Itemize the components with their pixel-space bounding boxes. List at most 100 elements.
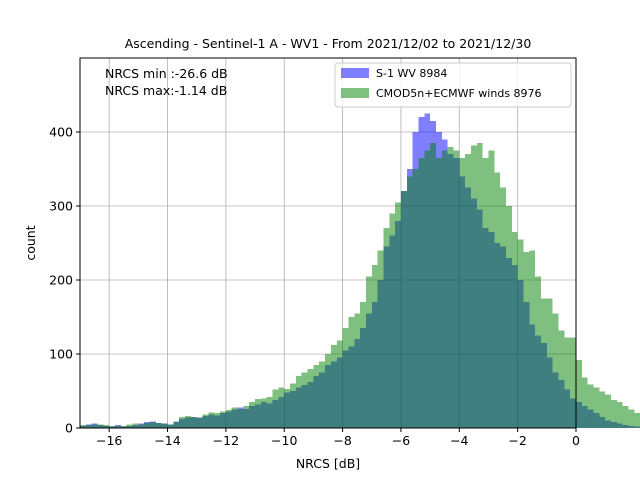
axis-ticks: −16 −14 −12 −10 −8 −6 −4 −2 0 0 100 200 300 400	[49, 125, 580, 449]
histogram-bar	[150, 422, 156, 428]
histogram-bar	[546, 298, 553, 428]
histogram-bar	[587, 384, 594, 428]
histogram-bar	[196, 417, 203, 428]
histogram-bar	[249, 402, 256, 428]
histogram-bar	[260, 398, 267, 428]
histogram-bar	[85, 425, 92, 428]
histogram-bar	[354, 313, 361, 428]
histogram-bar	[529, 250, 536, 428]
histogram-bar	[161, 423, 168, 428]
legend-swatch-s1	[341, 68, 369, 78]
x-tick-label: −2	[508, 433, 526, 448]
histogram-bar	[325, 354, 331, 428]
histogram-bar	[628, 409, 635, 428]
chart-title: Ascending - Sentinel-1 A - WV1 - From 20…	[125, 36, 532, 51]
histogram-bar	[459, 157, 466, 428]
histogram-bar	[155, 422, 162, 428]
histogram-bar	[342, 328, 349, 428]
histogram-bar	[190, 416, 197, 428]
histogram-bar	[395, 202, 401, 428]
plot-frame	[79, 57, 577, 429]
histogram-bar	[622, 405, 629, 428]
histogram-bar	[330, 345, 337, 428]
histogram-bar	[476, 143, 483, 428]
histogram-bar	[494, 172, 501, 428]
histogram-bar	[570, 337, 576, 428]
histogram-bar	[383, 228, 390, 428]
series-1-bars	[80, 143, 640, 429]
histogram-bar	[424, 150, 431, 428]
x-tick-label: −4	[450, 433, 468, 448]
histogram-bar	[144, 422, 151, 428]
histogram-bar	[377, 250, 384, 428]
x-tick-label: −10	[271, 433, 297, 448]
histogram-bar	[406, 176, 413, 428]
y-tick-label: 200	[49, 273, 73, 288]
y-tick-label: 100	[49, 347, 73, 362]
histogram-bar	[535, 276, 541, 428]
histogram-bar	[435, 157, 442, 428]
histogram-bar	[465, 154, 471, 428]
histogram-bar	[348, 317, 355, 428]
y-tick-label: 400	[49, 125, 73, 140]
x-tick-label: −14	[154, 433, 180, 448]
x-axis-label: NRCS [dB]	[296, 456, 360, 471]
y-tick-label: 0	[65, 421, 73, 436]
histogram-bar	[132, 423, 139, 428]
histogram-bar	[511, 231, 518, 428]
x-tick-label: 0	[572, 433, 580, 448]
histogram-bar	[552, 313, 559, 428]
histogram-bar	[430, 143, 436, 428]
histogram-bar	[400, 191, 407, 428]
y-axis-label: count	[23, 225, 38, 260]
legend-swatch-cmod	[341, 88, 369, 98]
histogram-bar	[470, 145, 477, 428]
histogram-bar	[611, 399, 617, 428]
histogram-bar	[365, 276, 372, 428]
histogram-bar	[558, 330, 565, 428]
histogram-bar	[500, 187, 506, 428]
histogram-bar	[278, 387, 285, 428]
nrcs-max-annotation: NRCS max:-1.14 dB	[105, 83, 227, 98]
histogram-bar	[103, 425, 110, 428]
histogram-bar	[91, 424, 98, 428]
histogram-bar	[80, 425, 86, 428]
histogram-bar	[453, 150, 460, 428]
x-tick-label: −8	[333, 433, 351, 448]
histogram-bar	[505, 206, 512, 428]
x-tick-label: −6	[392, 433, 410, 448]
histogram-bar	[120, 425, 127, 428]
histogram-bar	[482, 157, 489, 428]
legend-label-s1: S-1 WV 8984	[376, 67, 447, 80]
histogram-bar	[360, 302, 366, 428]
x-tick-label: −12	[213, 433, 239, 448]
histogram-bar	[616, 402, 623, 428]
histogram-bar	[173, 422, 180, 428]
histogram-bar	[447, 146, 454, 429]
histogram-bar	[605, 394, 612, 428]
y-tick-label: 300	[49, 199, 73, 214]
histogram-bars	[80, 113, 640, 429]
histogram-bar	[272, 389, 279, 428]
histogram-bar	[295, 376, 302, 428]
histogram-bar	[220, 411, 226, 428]
histogram-bar	[167, 424, 174, 428]
histogram-bar	[255, 399, 261, 428]
nrcs-min-annotation: NRCS min :-26.6 dB	[105, 66, 228, 81]
histogram-bar	[488, 150, 495, 428]
histogram-bar	[202, 414, 209, 428]
histogram-bar	[389, 213, 396, 428]
histogram-bar	[599, 391, 606, 428]
histogram-bar	[284, 388, 291, 428]
histogram-bar	[243, 405, 250, 428]
histogram-bar	[412, 169, 419, 428]
histogram-bar	[185, 416, 191, 428]
histogram-bar	[138, 424, 145, 428]
histogram-bar	[319, 361, 326, 428]
histogram-bar	[593, 387, 600, 428]
histogram-bar	[581, 377, 588, 428]
histogram-bar	[109, 425, 116, 428]
histogram-bar	[237, 408, 244, 428]
histogram-bar	[225, 410, 232, 428]
